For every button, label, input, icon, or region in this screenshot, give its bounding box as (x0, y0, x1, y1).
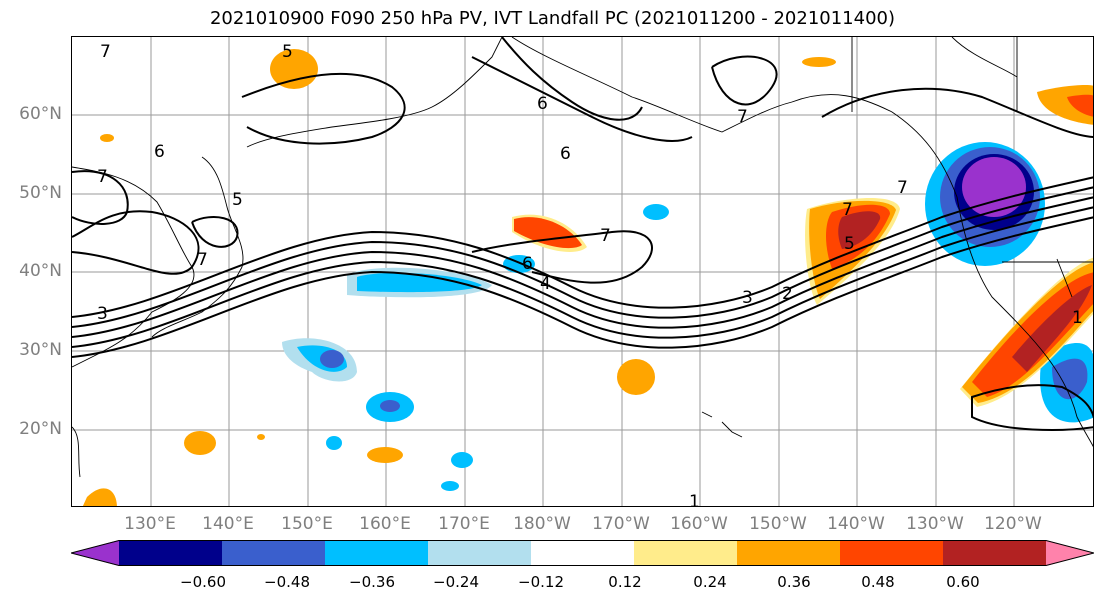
colorbar-tick: 0.36 (777, 573, 811, 591)
lon-label: 170°W (592, 514, 650, 534)
colorbar-tick: 0.24 (693, 573, 727, 591)
colorbar-tick: −0.60 (180, 573, 226, 591)
lon-label: 140°E (202, 514, 254, 534)
colorbar-segment (428, 540, 532, 566)
lon-label: 150°E (281, 514, 333, 534)
colorbar-segment (222, 540, 326, 566)
lon-label: 120°W (984, 514, 1042, 534)
colorbar-outline (71, 540, 1094, 566)
colorbar-segment (325, 540, 429, 566)
lat-label: 40°N (19, 261, 62, 281)
colorbar-tick: −0.24 (433, 573, 479, 591)
colorbar-tick: −0.12 (518, 573, 564, 591)
contour-label: 6 (154, 142, 165, 162)
contour-label: 5 (282, 42, 293, 62)
contour-label: 4 (540, 274, 551, 294)
contour-labels: 7 5 6 7 5 6 7 3 6 4 7 3 2 7 5 6 1 1 7 7 (97, 42, 1083, 507)
colorbar-segment (943, 540, 1047, 566)
contour-label: 7 (842, 200, 853, 220)
lon-label: 130°W (906, 514, 964, 534)
colorbar-tick: 0.12 (608, 573, 642, 591)
contour-label: 1 (1072, 308, 1083, 328)
lat-label: 50°N (19, 183, 62, 203)
map-canvas: 7 5 6 7 5 6 7 3 6 4 7 3 2 7 5 6 1 1 7 7 (72, 37, 1093, 507)
lat-label: 30°N (19, 340, 62, 360)
lon-label: 150°W (749, 514, 807, 534)
colorbar-tick: 0.60 (946, 573, 980, 591)
contour-label: 7 (197, 250, 208, 270)
colorbar-segment (531, 540, 635, 566)
contour-label: 3 (97, 304, 108, 324)
colorbar-segment (840, 540, 944, 566)
pv-contours (72, 37, 1093, 431)
map-panel: 7 5 6 7 5 6 7 3 6 4 7 3 2 7 5 6 1 1 7 7 (71, 36, 1094, 507)
contour-label: 1 (689, 492, 700, 507)
contour-label: 2 (782, 284, 793, 304)
colorbar-tick: −0.48 (264, 573, 310, 591)
lon-label: 160°E (359, 514, 411, 534)
graticule (72, 37, 1093, 506)
negative-pc-shading (282, 142, 1093, 491)
colorbar-segment (634, 540, 738, 566)
contour-label: 5 (844, 234, 855, 254)
lon-label: 180°W (513, 514, 571, 534)
colorbar-tick: 0.48 (861, 573, 895, 591)
contour-label: 6 (537, 94, 548, 114)
contour-label: 3 (742, 288, 753, 308)
contour-label: 7 (97, 167, 108, 187)
lon-label: 130°E (124, 514, 176, 534)
chart-title: 2021010900 F090 250 hPa PV, IVT Landfall… (209, 8, 896, 29)
colorbar-segment (737, 540, 841, 566)
contour-label: 7 (737, 107, 748, 127)
lon-label: 160°W (670, 514, 728, 534)
contour-label: 7 (897, 178, 908, 198)
contour-label: 6 (560, 144, 571, 164)
colorbar-segment (119, 540, 223, 566)
lat-label: 60°N (19, 104, 62, 124)
contour-label: 7 (600, 226, 611, 246)
lat-label: 20°N (19, 419, 62, 439)
colorbar (71, 540, 1094, 566)
contour-label: 7 (100, 42, 111, 62)
colorbar-extend-max (1046, 540, 1094, 566)
contour-label: 6 (522, 254, 533, 274)
colorbar-extend-min (71, 540, 119, 566)
colorbar-tick: −0.36 (349, 573, 395, 591)
lon-label: 170°E (438, 514, 490, 534)
colorbar-segments (71, 540, 1094, 566)
contour-label: 5 (232, 190, 243, 210)
lon-label: 140°W (827, 514, 885, 534)
